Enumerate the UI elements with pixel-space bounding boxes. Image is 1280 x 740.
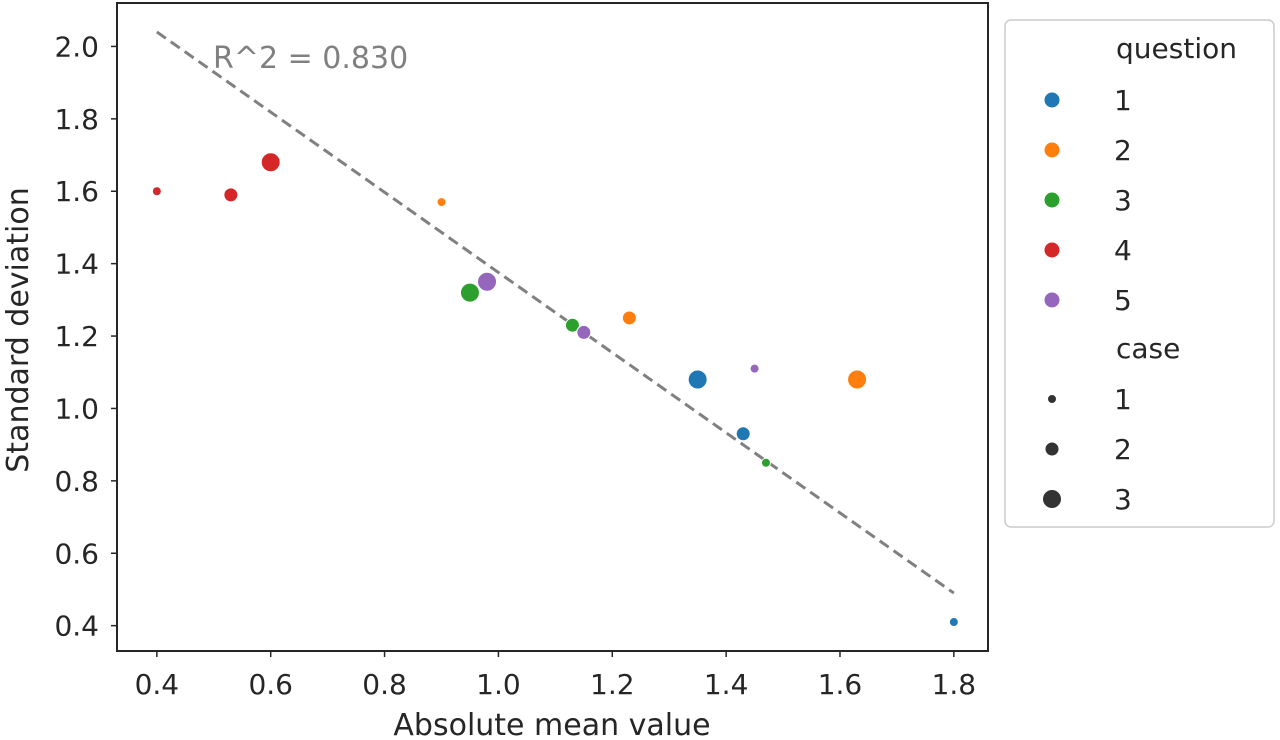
legend: question 1 2 3 4 5 case 1 2 3 bbox=[1004, 19, 1275, 528]
y-tick-label: 1.8 bbox=[54, 103, 99, 136]
regression-fit-line bbox=[155, 30, 955, 595]
legend-question-label: 1 bbox=[1114, 84, 1132, 117]
data-point-q3-case1 bbox=[760, 457, 771, 468]
y-tick-label: 0.6 bbox=[54, 537, 99, 570]
x-tick-label: 1.8 bbox=[932, 668, 977, 701]
y-tick-label: 0.4 bbox=[54, 610, 99, 643]
data-point-q2-case1 bbox=[436, 197, 447, 208]
y-tick-label: 2.0 bbox=[54, 30, 99, 63]
data-point-q4-case1 bbox=[151, 186, 162, 197]
legend-question-label: 3 bbox=[1114, 184, 1132, 217]
legend-question-label: 2 bbox=[1114, 134, 1132, 167]
legend-question-marker bbox=[1043, 291, 1061, 309]
x-axis-title: Absolute mean value bbox=[393, 708, 710, 740]
x-tick-label: 1.4 bbox=[704, 668, 749, 701]
legend-question-marker bbox=[1043, 191, 1061, 209]
legend-case-label: 3 bbox=[1114, 483, 1132, 516]
data-point-q2-case3 bbox=[847, 369, 868, 390]
legend-case-label: 2 bbox=[1114, 433, 1132, 466]
legend-case-marker bbox=[1042, 489, 1062, 509]
data-point-q1-case3 bbox=[687, 369, 708, 390]
data-point-q1-case2 bbox=[735, 426, 751, 442]
legend-question-items: 1 2 3 4 5 bbox=[1043, 84, 1132, 317]
data-point-q1-case1 bbox=[948, 617, 959, 628]
y-tick-label: 1.0 bbox=[54, 392, 99, 425]
data-point-q5-case1 bbox=[749, 363, 760, 374]
x-tick-label: 0.6 bbox=[248, 668, 293, 701]
data-point-q4-case3 bbox=[260, 152, 281, 173]
data-point-q5-case2 bbox=[576, 324, 592, 340]
data-points bbox=[151, 152, 959, 628]
x-tick-label: 0.8 bbox=[362, 668, 407, 701]
legend-case-title: case bbox=[1116, 332, 1180, 365]
y-axis-title: Standard deviation bbox=[1, 187, 36, 472]
data-point-q3-case2 bbox=[564, 317, 580, 333]
plot-frame bbox=[116, 2, 989, 652]
y-tick-label: 1.2 bbox=[54, 320, 99, 353]
data-point-q3-case3 bbox=[459, 282, 480, 303]
legend-case-marker bbox=[1047, 394, 1057, 404]
legend-question-title: question bbox=[1116, 32, 1237, 65]
legend-question-marker bbox=[1043, 141, 1061, 159]
y-tick-label: 1.4 bbox=[54, 248, 99, 281]
data-point-q4-case2 bbox=[223, 187, 239, 203]
x-tick-label: 1.2 bbox=[590, 668, 635, 701]
x-tick-label: 1.6 bbox=[818, 668, 863, 701]
legend-question-marker bbox=[1043, 241, 1061, 259]
x-tick-label: 0.4 bbox=[135, 668, 180, 701]
x-axis-ticks: 0.4 0.6 0.8 1.0 1.2 1.4 1.6 1.8 bbox=[135, 651, 977, 701]
legend-question-marker bbox=[1043, 91, 1061, 109]
legend-case-marker bbox=[1044, 441, 1060, 457]
y-tick-label: 1.6 bbox=[54, 175, 99, 208]
legend-question-label: 5 bbox=[1114, 284, 1132, 317]
data-point-q2-case2 bbox=[621, 310, 637, 326]
legend-case-items: 1 2 3 bbox=[1042, 383, 1132, 516]
legend-box bbox=[1004, 19, 1275, 528]
data-point-q5-case3 bbox=[477, 271, 498, 292]
x-tick-label: 1.0 bbox=[476, 668, 521, 701]
legend-question-label: 4 bbox=[1114, 234, 1132, 267]
r-squared-annotation: R^2 = 0.830 bbox=[213, 41, 408, 76]
legend-case-label: 1 bbox=[1114, 383, 1132, 416]
y-tick-label: 0.8 bbox=[54, 465, 99, 498]
y-axis-ticks: 0.4 0.6 0.8 1.0 1.2 1.4 1.6 1.8 2.0 bbox=[54, 30, 117, 643]
